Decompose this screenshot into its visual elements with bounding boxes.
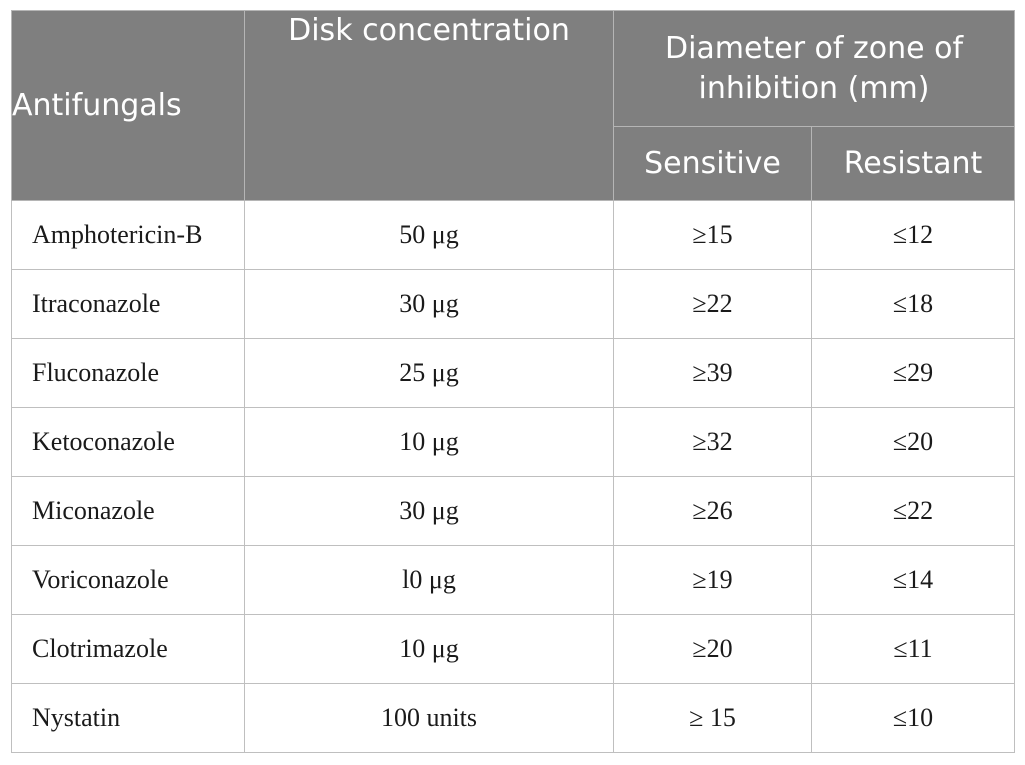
cell-antifungal: Clotrimazole	[11, 614, 245, 684]
cell-resistant: ≤10	[810, 683, 1016, 753]
header-antifungals: Antifungals	[11, 10, 245, 201]
table-body: Amphotericin-B 50 μg ≥15 ≤12 Itraconazol…	[11, 200, 1016, 753]
table-row: Amphotericin-B 50 μg ≥15 ≤12	[11, 200, 1016, 270]
cell-disk: 50 μg	[244, 200, 614, 270]
cell-antifungal: Fluconazole	[11, 338, 245, 408]
cell-disk: 30 μg	[244, 269, 614, 339]
table-header: Antifungals Disk concentration Diameter …	[11, 10, 1016, 201]
header-diameter-zone: Diameter of zone of inhibition (mm)	[612, 10, 1016, 127]
cell-sensitive: ≥39	[613, 338, 812, 408]
cell-antifungal: Miconazole	[11, 476, 245, 546]
table-row: Nystatin 100 units ≥ 15 ≤10	[11, 683, 1016, 753]
cell-sensitive: ≥19	[613, 545, 812, 615]
cell-antifungal: Itraconazole	[11, 269, 245, 339]
cell-disk: 10 μg	[244, 407, 614, 477]
cell-antifungal: Ketoconazole	[11, 407, 245, 477]
table-row: Clotrimazole 10 μg ≥20 ≤11	[11, 614, 1016, 684]
cell-sensitive: ≥15	[613, 200, 812, 270]
antifungal-breakpoint-table: Antifungals Disk concentration Diameter …	[11, 10, 1016, 753]
subheader-row: Sensitive Resistant	[12, 126, 1016, 201]
cell-sensitive: ≥32	[613, 407, 812, 477]
cell-disk: 30 μg	[244, 476, 614, 546]
cell-disk: 25 μg	[244, 338, 614, 408]
cell-resistant: ≤14	[810, 545, 1016, 615]
header-row: Antifungals Disk concentration Diameter …	[11, 10, 1016, 201]
header-disk-concentration: Disk concentration	[244, 10, 614, 201]
cell-resistant: ≤11	[810, 614, 1016, 684]
cell-antifungal: Amphotericin-B	[11, 200, 245, 270]
cell-resistant: ≤29	[810, 338, 1016, 408]
table-row: Ketoconazole 10 μg ≥32 ≤20	[11, 407, 1016, 477]
cell-sensitive: ≥22	[613, 269, 812, 339]
cell-sensitive: ≥26	[613, 476, 812, 546]
header-sensitive: Sensitive	[613, 126, 812, 201]
cell-antifungal: Nystatin	[11, 683, 245, 753]
cell-antifungal: Voriconazole	[11, 545, 245, 615]
table-row: Voriconazole l0 μg ≥19 ≤14	[11, 545, 1016, 615]
table-row: Fluconazole 25 μg ≥39 ≤29	[11, 338, 1016, 408]
header-resistant: Resistant	[810, 126, 1016, 201]
cell-sensitive: ≥20	[613, 614, 812, 684]
cell-resistant: ≤18	[810, 269, 1016, 339]
cell-resistant: ≤22	[810, 476, 1016, 546]
cell-disk: 100 units	[244, 683, 614, 753]
cell-resistant: ≤20	[810, 407, 1016, 477]
cell-resistant: ≤12	[810, 200, 1016, 270]
cell-sensitive: ≥ 15	[613, 683, 812, 753]
table-row: Itraconazole 30 μg ≥22 ≤18	[11, 269, 1016, 339]
table-row: Miconazole 30 μg ≥26 ≤22	[11, 476, 1016, 546]
cell-disk: 10 μg	[244, 614, 614, 684]
cell-disk: l0 μg	[244, 545, 614, 615]
